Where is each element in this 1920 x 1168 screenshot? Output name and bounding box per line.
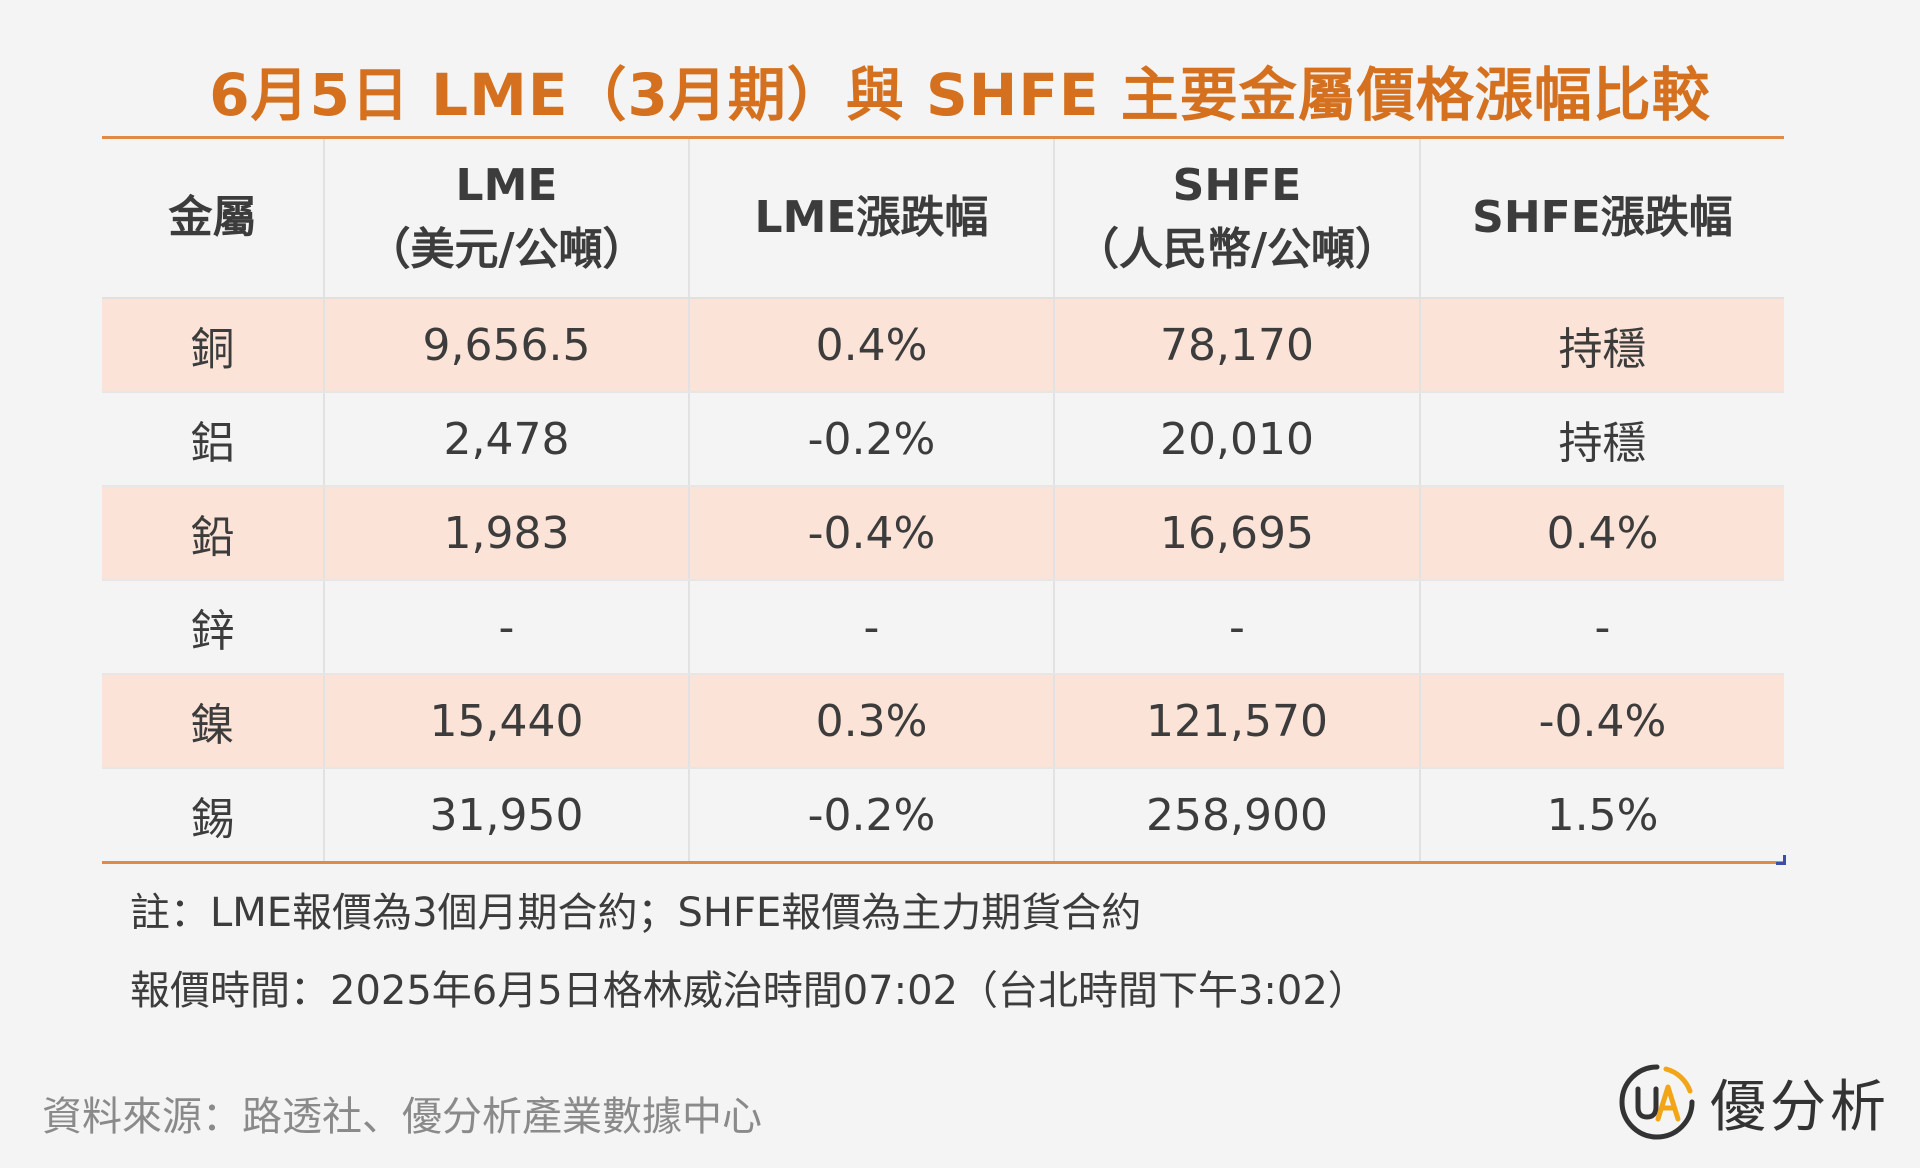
header-label: 金屬 [168, 192, 257, 243]
header-label: LME [455, 160, 558, 211]
header-label: SHFE [1172, 160, 1302, 211]
metal-cell: 鋅 [190, 606, 235, 657]
metal-cell: 鉛 [190, 512, 235, 563]
shfe-price-cell: 78,170 [1053, 299, 1419, 391]
table-header-row: 金屬 LME （美元/公噸） LME漲跌幅 SHFE （人民幣/公噸） SHFE… [102, 139, 1784, 297]
shfe-change-cell: 0.4% [1419, 487, 1784, 579]
metal-cell: 鎳 [190, 700, 235, 751]
lme-change-cell: -0.4% [688, 487, 1053, 579]
lme-price-cell: 15,440 [323, 675, 688, 767]
shfe-change-cell: - [1419, 581, 1784, 673]
quote-time-note: 報價時間：2025年6月5日格林威治時間07:02（台北時間下午3:02） [130, 968, 1368, 1014]
header-lme-price: LME （美元/公噸） [323, 139, 688, 297]
header-label: LME漲跌幅 [754, 192, 989, 243]
corner-mark [1776, 855, 1786, 865]
shfe-change-cell: 1.5% [1419, 769, 1784, 861]
lme-change-cell: -0.2% [688, 769, 1053, 861]
shfe-change-cell: -0.4% [1419, 675, 1784, 767]
lme-change-cell: -0.2% [688, 393, 1053, 485]
lme-price-cell: 2,478 [323, 393, 688, 485]
shfe-price-cell: 16,695 [1053, 487, 1419, 579]
table-row: 鎳 15,440 0.3% 121,570 -0.4% [102, 673, 1784, 767]
source-note: 資料來源：路透社、優分析產業數據中心 [42, 1094, 762, 1140]
metal-cell: 鋁 [190, 418, 235, 469]
table-row: 銅 9,656.5 0.4% 78,170 持穩 [102, 297, 1784, 391]
shfe-price-cell: 20,010 [1053, 393, 1419, 485]
lme-price-cell: - [323, 581, 688, 673]
table-row: 鋅 - - - - [102, 579, 1784, 673]
header-shfe-price: SHFE （人民幣/公噸） [1053, 139, 1419, 297]
metal-cell: 銅 [190, 324, 235, 375]
metal-price-table: 金屬 LME （美元/公噸） LME漲跌幅 SHFE （人民幣/公噸） SHFE… [102, 136, 1786, 865]
table-row: 鉛 1,983 -0.4% 16,695 0.4% [102, 485, 1784, 579]
metal-cell: 錫 [190, 794, 235, 845]
brand-logo: 優分析 [1616, 1056, 1890, 1148]
header-lme-change: LME漲跌幅 [688, 139, 1053, 297]
table-row: 錫 31,950 -0.2% 258,900 1.5% [102, 767, 1784, 861]
header-shfe-change: SHFE漲跌幅 [1419, 139, 1784, 297]
header-unit: （人民幣/公噸） [1074, 224, 1400, 275]
header-label: SHFE漲跌幅 [1472, 192, 1733, 243]
logo-text: 優分析 [1710, 1074, 1890, 1140]
shfe-price-cell: - [1053, 581, 1419, 673]
lme-price-cell: 1,983 [323, 487, 688, 579]
header-metal: 金屬 [102, 139, 323, 297]
table-row: 鋁 2,478 -0.2% 20,010 持穩 [102, 391, 1784, 485]
lme-price-cell: 31,950 [323, 769, 688, 861]
shfe-change-cell: 持穩 [1419, 299, 1784, 391]
ua-logo-icon [1619, 1064, 1695, 1140]
header-unit: （美元/公噸） [366, 224, 647, 275]
lme-price-cell: 9,656.5 [323, 299, 688, 391]
shfe-price-cell: 121,570 [1053, 675, 1419, 767]
page-title: 6月5日 LME（3月期）與 SHFE 主要金屬價格漲幅比較 [209, 61, 1711, 129]
lme-change-cell: - [688, 581, 1053, 673]
contract-note: 註：LME報價為3個月期合約；SHFE報價為主力期貨合約 [130, 890, 1142, 936]
lme-change-cell: 0.4% [688, 299, 1053, 391]
lme-change-cell: 0.3% [688, 675, 1053, 767]
shfe-change-cell: 持穩 [1419, 393, 1784, 485]
shfe-price-cell: 258,900 [1053, 769, 1419, 861]
